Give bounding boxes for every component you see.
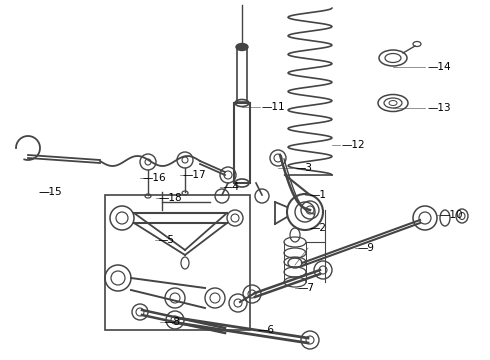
Text: —11: —11 [262,102,286,112]
Text: —15: —15 [38,187,62,197]
Text: —17: —17 [182,170,206,180]
Text: —18: —18 [158,193,182,203]
Text: —1: —1 [310,190,327,200]
Text: —10: —10 [440,210,464,220]
Text: —7: —7 [298,283,315,293]
Text: —13: —13 [428,103,452,113]
Ellipse shape [236,44,248,50]
Text: —8: —8 [163,317,180,327]
Text: —3: —3 [295,163,312,173]
Text: —5: —5 [157,235,174,245]
Text: —4: —4 [222,182,239,192]
Text: —6: —6 [258,325,275,335]
Text: —9: —9 [358,243,375,253]
Text: —2: —2 [310,223,327,233]
Bar [105,195,250,330]
Bar [237,47,247,102]
Text: —16: —16 [142,173,166,183]
Text: —14: —14 [428,62,452,72]
Text: —12: —12 [342,140,366,150]
Bar [234,103,250,183]
